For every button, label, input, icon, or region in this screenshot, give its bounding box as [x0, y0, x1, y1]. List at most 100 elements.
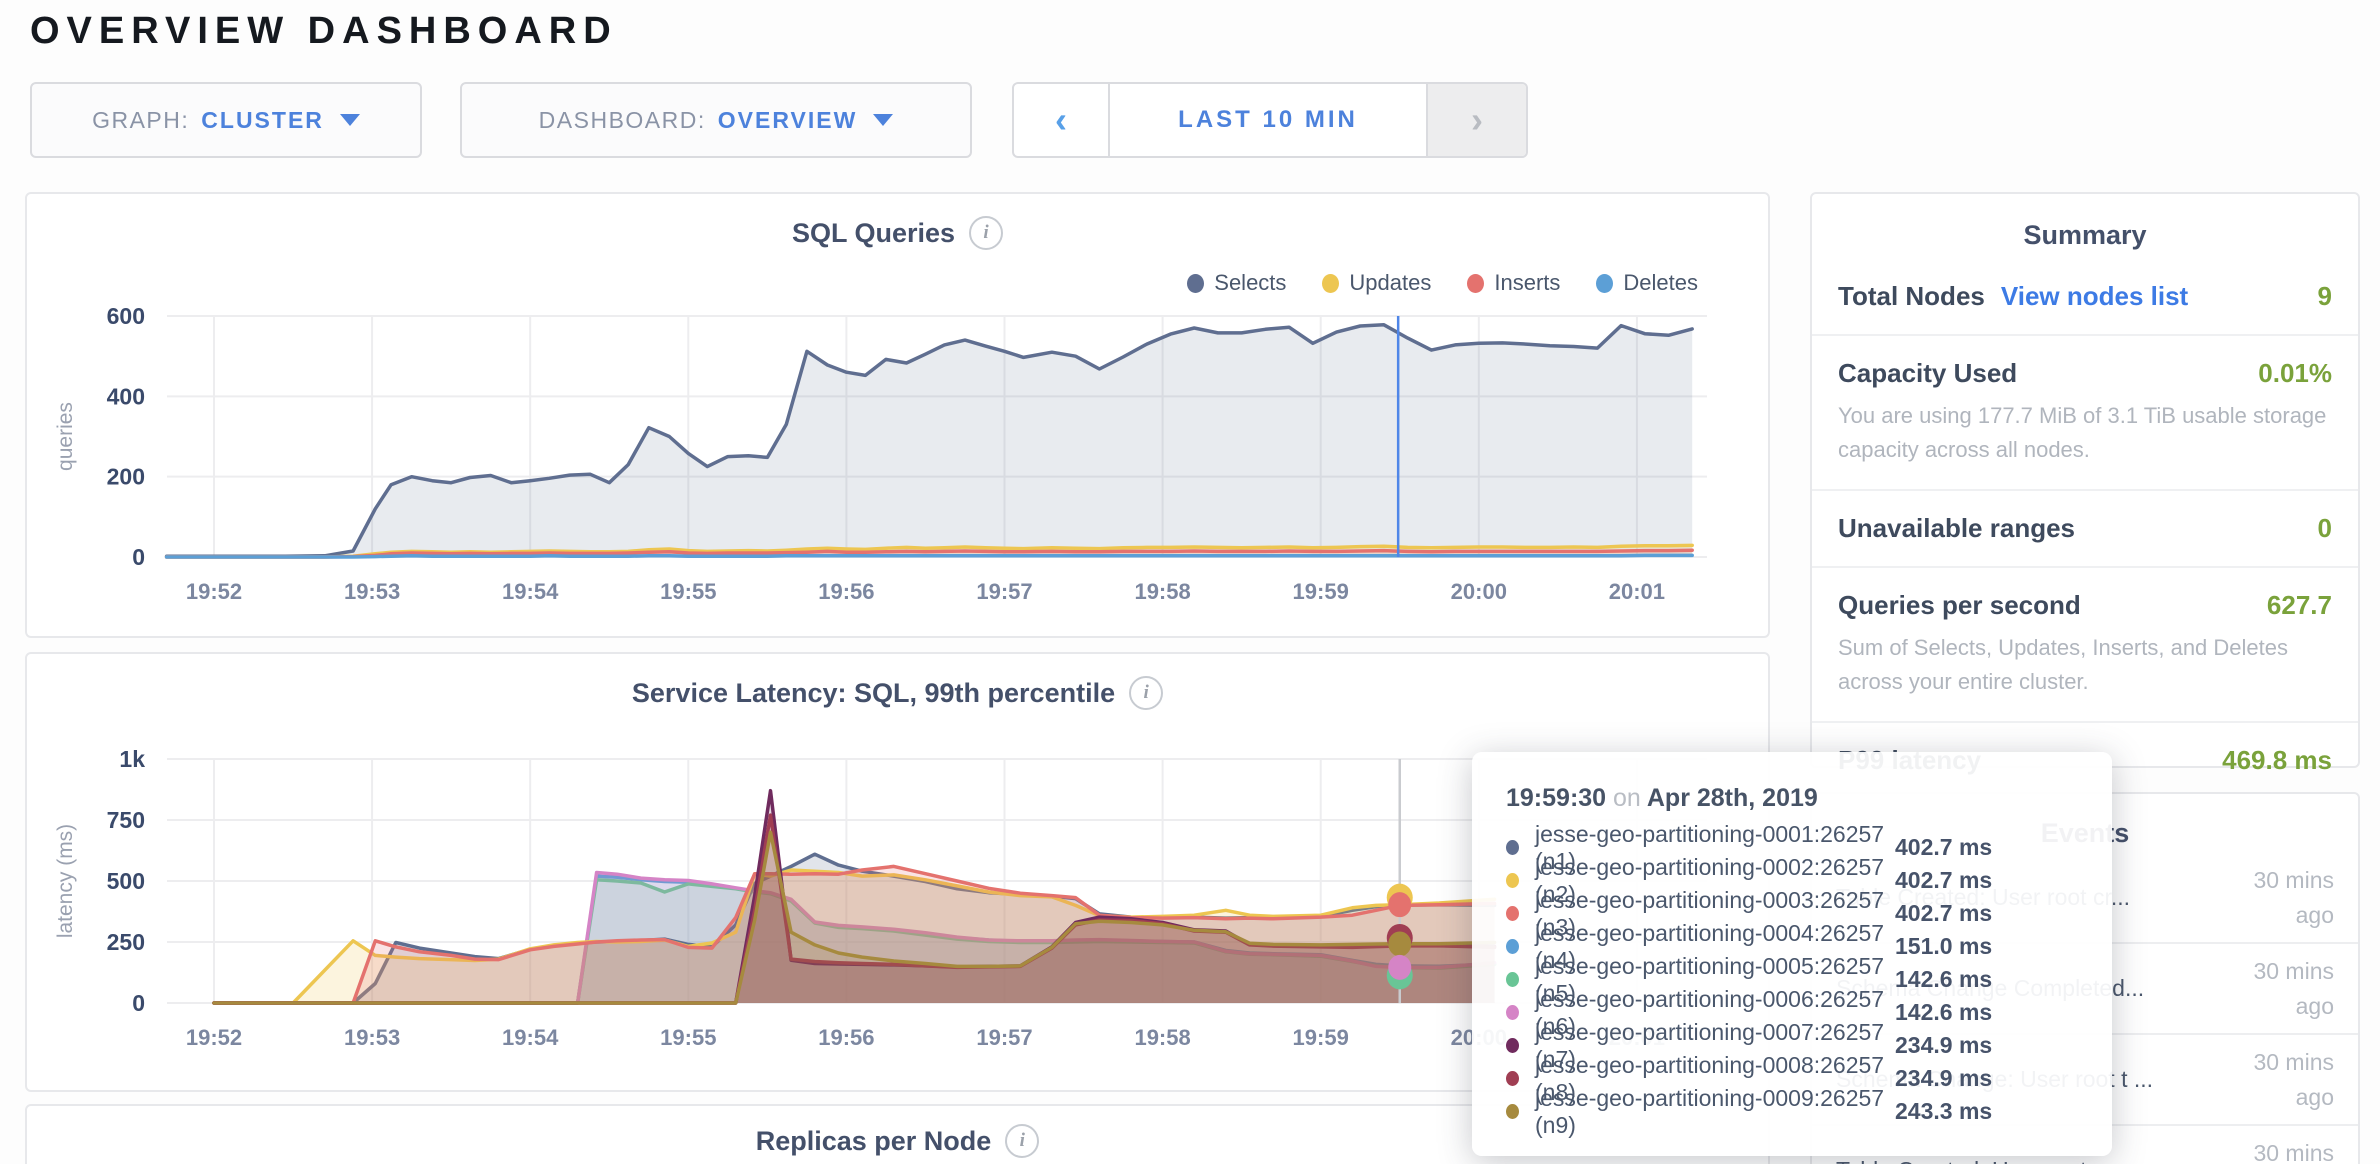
graph-dropdown[interactable]: GRAPH: CLUSTER	[30, 82, 422, 158]
node-color-dot-icon	[1506, 1071, 1519, 1086]
legend-dot-icon	[1187, 273, 1205, 293]
info-icon[interactable]: i	[1005, 1124, 1040, 1158]
legend-label: Inserts	[1494, 270, 1561, 295]
chevron-left-icon: ‹	[1055, 99, 1067, 140]
tooltip-node-row: jesse-geo-partitioning-0008:26257 (n8) 23…	[1506, 1052, 2078, 1105]
node-latency-value: 402.7 ms	[1895, 834, 1993, 860]
graph-dropdown-label: GRAPH:	[92, 106, 190, 133]
sql-queries-chart[interactable]: 600 400 200 0 19:52 19:53 19:54 19:55 19:56 19:57…	[27, 194, 1768, 636]
tooltip-date: Apr 28th, 2019	[1646, 784, 1818, 812]
svg-text:19:59: 19:59	[1293, 579, 1349, 604]
summary-subtext: You are using 177.7 MiB of 3.1 TiB usabl…	[1838, 403, 2327, 463]
node-latency-value: 402.7 ms	[1895, 900, 1993, 926]
service-latency-title: Service Latency: SQL, 99th percentile i	[27, 676, 1768, 710]
svg-text:queries: queries	[54, 402, 77, 471]
svg-text:20:01: 20:01	[1609, 579, 1665, 604]
dashboard-dropdown-label: DASHBOARD:	[538, 106, 706, 133]
svg-text:19:55: 19:55	[660, 1025, 716, 1050]
svg-text:20:00: 20:00	[1451, 579, 1507, 604]
svg-text:0: 0	[132, 544, 145, 570]
tooltip-node-row: jesse-geo-partitioning-0003:26257 (n3) 40…	[1506, 887, 2078, 940]
svg-text:250: 250	[107, 929, 145, 955]
svg-text:400: 400	[107, 383, 145, 409]
summary-label: Total Nodes	[1838, 281, 1985, 311]
node-name: jesse-geo-partitioning-0006:26257 (n6)	[1535, 985, 1885, 1039]
tooltip-node-row: jesse-geo-partitioning-0002:26257 (n2) 40…	[1506, 854, 2078, 907]
node-latency-value: 234.9 ms	[1895, 1032, 1993, 1058]
summary-row-capacity-used: Capacity Used 0.01% You are using 177.7 …	[1812, 336, 2358, 492]
svg-text:19:57: 19:57	[976, 579, 1032, 604]
svg-text:19:52: 19:52	[186, 579, 242, 604]
page-title: OVERVIEW DASHBOARD	[30, 10, 618, 52]
time-prev-button[interactable]: ‹	[1014, 84, 1110, 156]
legend-item-deletes[interactable]: Deletes	[1596, 270, 1698, 296]
dashboard-dropdown-value: OVERVIEW	[717, 106, 858, 133]
svg-text:19:56: 19:56	[818, 1025, 874, 1050]
chart-title-text: SQL Queries	[791, 217, 956, 248]
summary-label: Queries per second	[1838, 590, 2081, 621]
tooltip-time: 19:59:30	[1506, 784, 1607, 812]
node-latency-value: 142.6 ms	[1895, 966, 1993, 992]
summary-label: Capacity Used	[1838, 358, 2018, 388]
svg-text:500: 500	[107, 868, 145, 894]
info-icon[interactable]: i	[1129, 676, 1164, 710]
chart-hover-tooltip: 19:59:30 on Apr 28th, 2019 jesse-geo-par…	[1472, 752, 2112, 1156]
summary-row-unavailable-ranges: Unavailable ranges 0	[1812, 491, 2358, 569]
time-range-selector: ‹ LAST 10 MIN ›	[1012, 82, 1528, 158]
tooltip-timestamp: 19:59:30 on Apr 28th, 2019	[1506, 784, 2078, 813]
svg-text:19:58: 19:58	[1134, 579, 1190, 604]
dashboard-dropdown[interactable]: DASHBOARD: OVERVIEW	[460, 82, 972, 158]
legend-label: Selects	[1214, 270, 1287, 295]
svg-text:19:53: 19:53	[344, 1025, 400, 1050]
svg-text:600: 600	[107, 303, 145, 329]
summary-row-total-nodes: Total Nodes View nodes list 9	[1812, 259, 2358, 336]
view-nodes-list-link[interactable]: View nodes list	[2000, 281, 2189, 311]
node-latency-value: 142.6 ms	[1895, 999, 1993, 1025]
svg-text:19:52: 19:52	[186, 1025, 242, 1050]
node-latency-value: 243.3 ms	[1895, 1098, 1993, 1124]
legend-item-selects[interactable]: Selects	[1187, 270, 1286, 296]
summary-panel: Summary Total Nodes View nodes list 9 Ca…	[1810, 192, 2360, 775]
node-name: jesse-geo-partitioning-0003:26257 (n3)	[1535, 886, 1885, 940]
sql-queries-legend: Selects Updates Inserts Deletes	[1187, 270, 1698, 296]
svg-text:19:55: 19:55	[660, 579, 716, 604]
legend-dot-icon	[1467, 273, 1485, 293]
time-range-button[interactable]: LAST 10 MIN	[1110, 84, 1426, 156]
legend-label: Deletes	[1623, 270, 1698, 295]
info-icon[interactable]: i	[969, 216, 1004, 250]
node-color-dot-icon	[1506, 1038, 1519, 1053]
node-color-dot-icon	[1506, 873, 1519, 888]
summary-value: 9	[2317, 281, 2332, 311]
tooltip-node-rows: jesse-geo-partitioning-0001:26257 (n1) 40…	[1506, 821, 2078, 1138]
legend-item-updates[interactable]: Updates	[1322, 270, 1431, 296]
node-name: jesse-geo-partitioning-0009:26257 (n9)	[1535, 1084, 1885, 1138]
sql-queries-title: SQL Queries i	[27, 216, 1768, 250]
svg-text:1k: 1k	[119, 746, 145, 772]
chevron-down-icon	[339, 114, 360, 126]
tooltip-node-row: jesse-geo-partitioning-0009:26257 (n9) 24…	[1506, 1085, 2078, 1138]
summary-label: Unavailable ranges	[1838, 513, 2075, 544]
node-color-dot-icon	[1506, 1005, 1519, 1020]
legend-label: Updates	[1349, 270, 1432, 295]
chart-title-text: Replicas per Node	[755, 1125, 992, 1156]
summary-value: 0	[2317, 513, 2332, 544]
summary-value: 469.8 ms	[2222, 745, 2332, 776]
node-name: jesse-geo-partitioning-0007:26257 (n7)	[1535, 1018, 1885, 1072]
svg-text:19:53: 19:53	[344, 579, 400, 604]
service-latency-chart[interactable]: 1k 750 500 250 0 19:52 19:53 19:54 19:55 19:56 19:…	[27, 654, 1768, 1090]
svg-text:750: 750	[107, 807, 145, 833]
summary-value: 0.01%	[2258, 358, 2332, 388]
node-latency-value: 234.9 ms	[1895, 1065, 1993, 1091]
node-name: jesse-geo-partitioning-0008:26257 (n8)	[1535, 1051, 1885, 1105]
summary-row-queries-per-second: Queries per second 627.7 Sum of Selects,…	[1812, 568, 2358, 724]
legend-item-inserts[interactable]: Inserts	[1467, 270, 1560, 296]
chevron-down-icon	[873, 114, 894, 126]
svg-text:200: 200	[107, 464, 145, 490]
svg-text:19:58: 19:58	[1134, 1025, 1190, 1050]
time-next-button[interactable]: ›	[1426, 84, 1526, 156]
